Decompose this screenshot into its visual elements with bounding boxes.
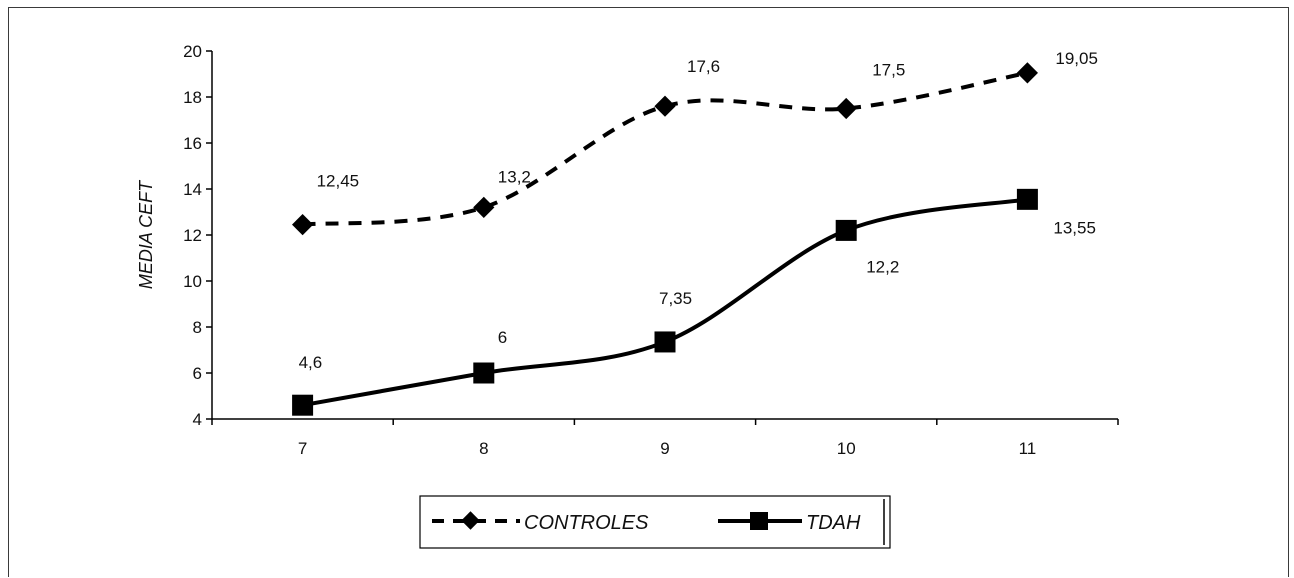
y-tick-label: 6: [193, 364, 202, 383]
data-label: 12,2: [866, 257, 899, 276]
data-label: 17,5: [872, 61, 905, 80]
x-tick-label: 10: [837, 439, 856, 458]
data-point-diamond: [835, 97, 857, 120]
data-point-square: [473, 362, 495, 384]
series-line: [302, 70, 1028, 227]
legend-diamond-marker: [461, 511, 480, 530]
x-ticks: 7 8 9 10 11: [211, 419, 1119, 458]
legend-label-controles: CONTROLES: [524, 512, 649, 534]
data-label: 6: [498, 328, 507, 347]
x-tick-label: 9: [660, 439, 669, 458]
series-tdah: 4,6 6 7,35 12,2 13,55: [292, 188, 1096, 416]
y-tick-label: 16: [183, 134, 202, 153]
data-label: 12,45: [317, 172, 360, 191]
data-label: 17,6: [687, 57, 720, 76]
legend-square-marker: [750, 512, 768, 530]
y-tick-label: 4: [193, 410, 202, 429]
y-tick-label: 12: [183, 226, 202, 245]
x-tick-label: 11: [1019, 439, 1037, 458]
data-label: 7,35: [659, 289, 692, 308]
legend-label-tdah: TDAH: [806, 512, 861, 534]
legend-entry-tdah: TDAH: [718, 512, 861, 534]
data-point-diamond: [654, 95, 676, 117]
legend-entry-controles: CONTROLES: [432, 511, 649, 534]
chart-frame: [8, 7, 1289, 577]
data-label: 13,55: [1053, 218, 1096, 237]
series-controles: 12,45 13,2 17,6 17,5 19,05: [291, 49, 1098, 236]
y-tick-label: 10: [183, 272, 202, 291]
y-tick-label: 8: [193, 318, 202, 337]
y-tick-label: 20: [183, 42, 202, 61]
series-layer: 12,45 13,2 17,6 17,5 19,05 4,6 6 7,35 12,2 13,55: [291, 49, 1098, 416]
y-tick-label: 14: [183, 180, 202, 199]
data-point-diamond: [291, 214, 314, 236]
data-point-diamond: [473, 196, 495, 219]
data-label: 19,05: [1055, 49, 1098, 68]
data-point-square: [292, 394, 314, 416]
data-point-diamond: [1016, 62, 1039, 84]
data-point-square: [1016, 188, 1038, 210]
axes: 4 6 8 10 12 14 16 18 20 7 8 9 10 11: [183, 42, 1119, 458]
y-tick-label: 18: [183, 88, 202, 107]
y-axis-title: MEDIA CEFT: [136, 179, 156, 289]
data-point-square: [835, 219, 857, 241]
legend: CONTROLES TDAH: [419, 495, 891, 549]
data-label: 4,6: [299, 353, 323, 372]
x-tick-label: 7: [298, 439, 307, 458]
y-ticks: 4 6 8 10 12 14 16 18 20: [183, 42, 212, 429]
x-tick-label: 8: [479, 439, 488, 458]
data-label: 13,2: [498, 167, 531, 186]
data-point-square: [654, 331, 676, 353]
